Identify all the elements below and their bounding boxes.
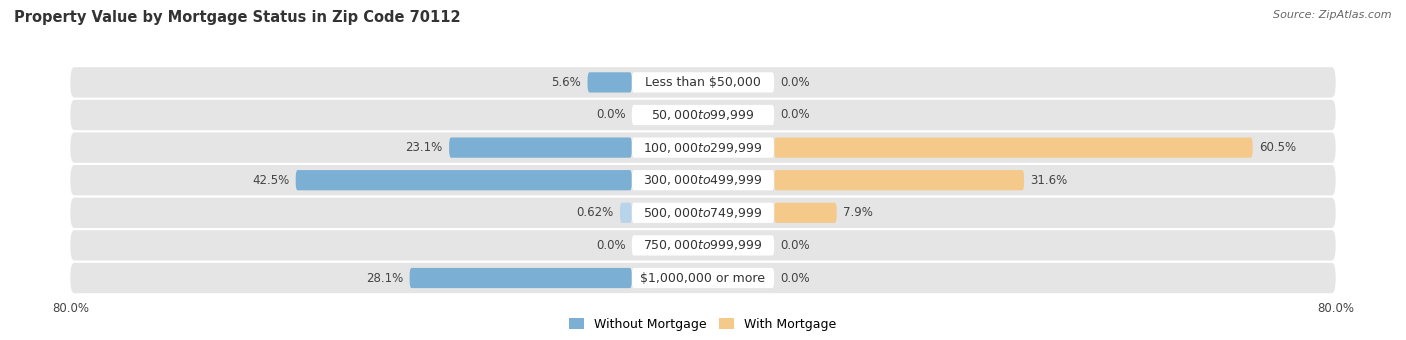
Text: Source: ZipAtlas.com: Source: ZipAtlas.com <box>1274 10 1392 20</box>
Text: 0.0%: 0.0% <box>596 108 626 121</box>
Text: 5.6%: 5.6% <box>551 76 581 89</box>
Text: 42.5%: 42.5% <box>252 174 290 187</box>
FancyBboxPatch shape <box>449 137 631 158</box>
Text: $100,000 to $299,999: $100,000 to $299,999 <box>644 141 762 155</box>
Text: $500,000 to $749,999: $500,000 to $749,999 <box>644 206 762 220</box>
Text: 28.1%: 28.1% <box>366 272 404 285</box>
Text: Property Value by Mortgage Status in Zip Code 70112: Property Value by Mortgage Status in Zip… <box>14 10 461 25</box>
FancyBboxPatch shape <box>70 100 1336 130</box>
FancyBboxPatch shape <box>775 137 1253 158</box>
FancyBboxPatch shape <box>409 268 631 288</box>
Text: Less than $50,000: Less than $50,000 <box>645 76 761 89</box>
FancyBboxPatch shape <box>631 235 775 256</box>
FancyBboxPatch shape <box>631 72 775 92</box>
FancyBboxPatch shape <box>70 263 1336 293</box>
FancyBboxPatch shape <box>775 203 837 223</box>
FancyBboxPatch shape <box>620 203 631 223</box>
FancyBboxPatch shape <box>70 165 1336 196</box>
FancyBboxPatch shape <box>295 170 631 190</box>
FancyBboxPatch shape <box>70 67 1336 98</box>
FancyBboxPatch shape <box>631 137 775 158</box>
FancyBboxPatch shape <box>70 133 1336 163</box>
Text: 0.0%: 0.0% <box>780 108 810 121</box>
FancyBboxPatch shape <box>70 198 1336 228</box>
FancyBboxPatch shape <box>588 72 631 92</box>
Legend: Without Mortgage, With Mortgage: Without Mortgage, With Mortgage <box>564 313 842 336</box>
FancyBboxPatch shape <box>631 203 775 223</box>
Text: 0.0%: 0.0% <box>596 239 626 252</box>
Text: 23.1%: 23.1% <box>405 141 443 154</box>
FancyBboxPatch shape <box>631 170 775 190</box>
Text: 0.62%: 0.62% <box>576 206 613 219</box>
Text: 7.9%: 7.9% <box>844 206 873 219</box>
FancyBboxPatch shape <box>775 170 1024 190</box>
Text: 60.5%: 60.5% <box>1258 141 1296 154</box>
Text: 31.6%: 31.6% <box>1031 174 1067 187</box>
Text: $750,000 to $999,999: $750,000 to $999,999 <box>644 238 762 252</box>
Text: $50,000 to $99,999: $50,000 to $99,999 <box>651 108 755 122</box>
Text: 0.0%: 0.0% <box>780 272 810 285</box>
FancyBboxPatch shape <box>631 105 775 125</box>
Text: $1,000,000 or more: $1,000,000 or more <box>641 272 765 285</box>
Text: $300,000 to $499,999: $300,000 to $499,999 <box>644 173 762 187</box>
Text: 0.0%: 0.0% <box>780 76 810 89</box>
FancyBboxPatch shape <box>70 230 1336 260</box>
Text: 0.0%: 0.0% <box>780 239 810 252</box>
FancyBboxPatch shape <box>631 268 775 288</box>
